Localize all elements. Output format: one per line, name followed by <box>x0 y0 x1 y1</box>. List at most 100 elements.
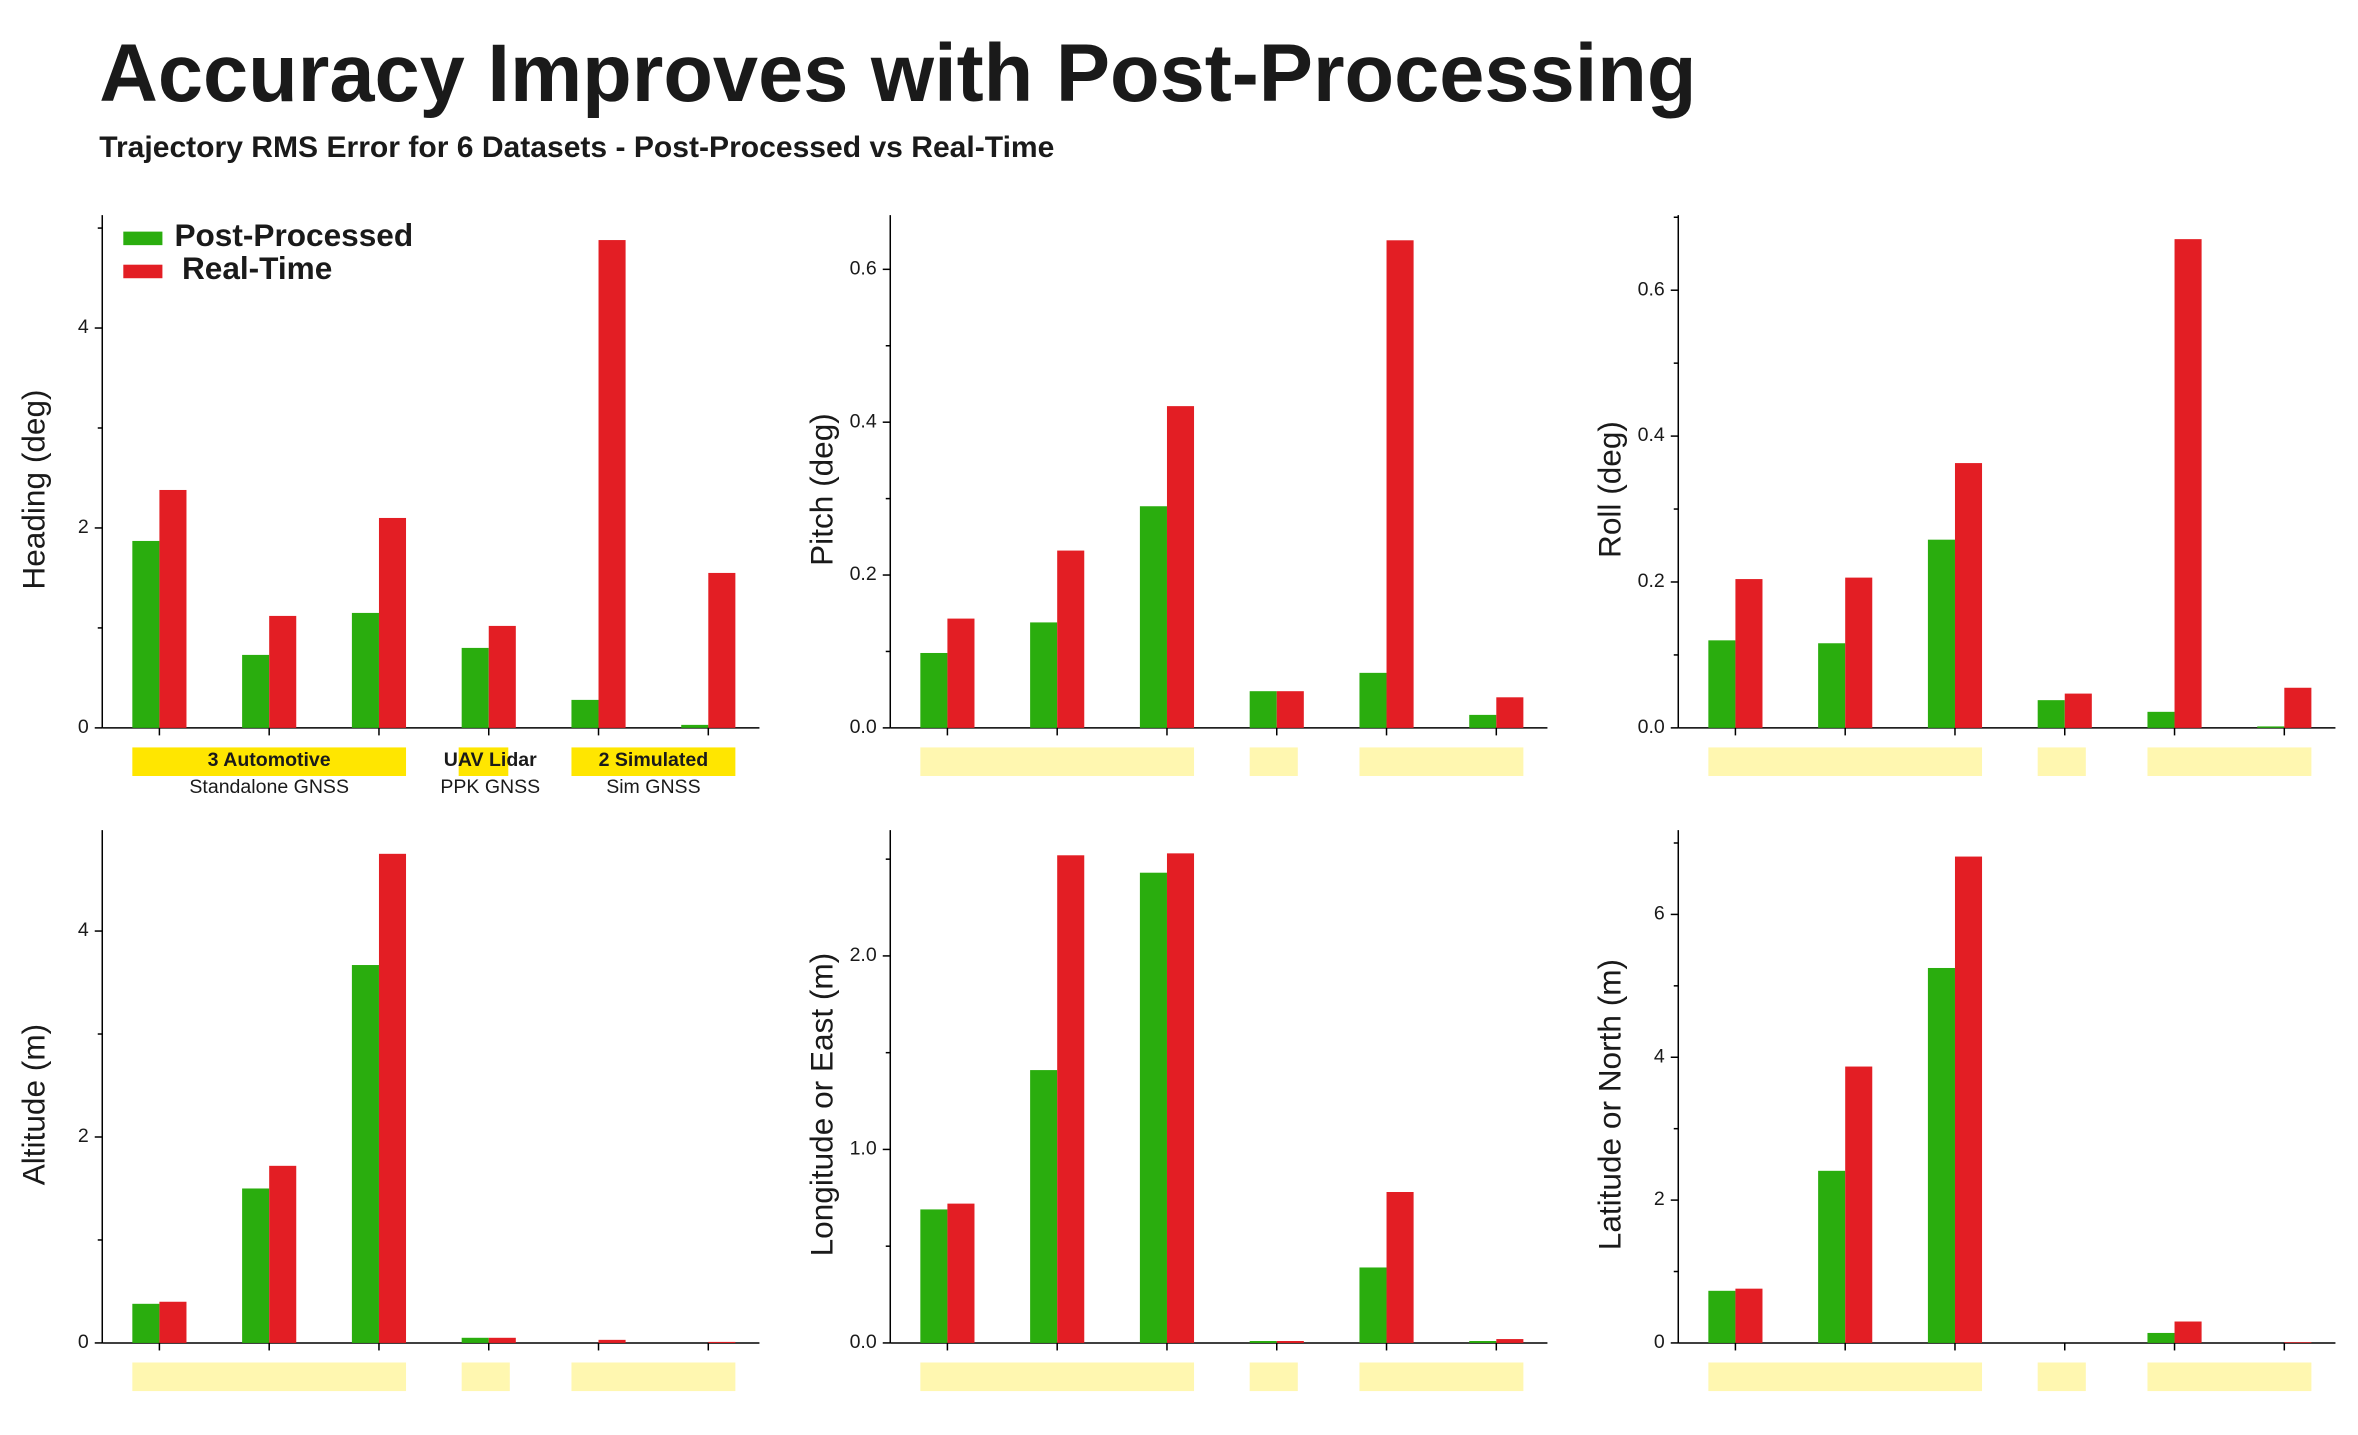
bar <box>1359 672 1387 728</box>
bar <box>488 625 516 728</box>
legend-swatch <box>123 264 163 279</box>
bar <box>2174 239 2202 728</box>
bar <box>571 699 599 728</box>
legend-swatch <box>123 231 163 246</box>
bar <box>1927 967 1955 1343</box>
chart-title: Accuracy Improves with Post-Processing <box>99 28 1696 119</box>
group-highlight <box>2037 1362 2086 1392</box>
y-tick-label: 0.0 <box>1638 716 1665 738</box>
group-highlight <box>132 1362 407 1392</box>
bar <box>708 1341 736 1343</box>
y-tick-label: 0 <box>78 716 89 738</box>
bar <box>1818 643 1846 728</box>
bar <box>1386 240 1414 728</box>
bar <box>1496 1339 1524 1343</box>
group-highlight <box>1249 747 1298 776</box>
group-highlight <box>920 1362 1195 1392</box>
bar <box>1708 640 1736 728</box>
y-tick-label: 1.0 <box>850 1138 877 1160</box>
group-sublabel: Sim GNSS <box>606 776 700 798</box>
bar <box>488 1337 516 1343</box>
y-tick-label: 2 <box>78 516 89 538</box>
legend-label: Real-Time <box>182 250 332 286</box>
bar <box>1057 855 1085 1343</box>
bar <box>1249 1341 1277 1343</box>
group-highlight <box>461 1362 510 1392</box>
y-tick-label: 0 <box>78 1331 89 1353</box>
group-highlight <box>458 747 509 776</box>
group-highlight <box>1708 1362 1983 1392</box>
y-axis-label: Latitude or North (m) <box>1591 959 1627 1250</box>
bar <box>920 1209 948 1343</box>
group-highlight <box>920 747 1195 776</box>
bar <box>1818 1170 1846 1343</box>
y-tick-label: 4 <box>78 316 89 338</box>
y-tick-label: 0.6 <box>1638 278 1665 300</box>
group-highlight <box>1359 747 1524 776</box>
bar <box>378 853 407 1343</box>
bar <box>947 618 975 728</box>
bar <box>947 1203 975 1343</box>
bar <box>461 1337 489 1343</box>
y-tick-label: 4 <box>78 919 89 941</box>
y-axis-label: Longitude or East (m) <box>803 953 839 1257</box>
chart-subtitle: Trajectory RMS Error for 6 Datasets - Po… <box>99 131 1054 164</box>
y-axis-label: Heading (deg) <box>15 389 51 589</box>
bar <box>2147 711 2175 728</box>
y-tick-label: 2 <box>78 1125 89 1147</box>
bar <box>1276 1341 1304 1343</box>
bar <box>1927 539 1955 728</box>
bar <box>1030 622 1058 728</box>
bar <box>2284 687 2312 728</box>
bar <box>461 647 489 728</box>
y-tick-label: 0.0 <box>850 716 877 738</box>
y-tick-label: 0.2 <box>1638 570 1665 592</box>
bar <box>1735 579 1763 728</box>
bar <box>598 240 626 728</box>
bar <box>1469 714 1497 728</box>
bar <box>269 1165 297 1343</box>
group-highlight <box>2147 747 2312 776</box>
y-tick-label: 0.0 <box>850 1331 877 1353</box>
bar <box>2064 693 2092 728</box>
bar <box>920 652 948 728</box>
y-axis-label: Roll (deg) <box>1591 421 1627 558</box>
bar <box>1735 1288 1763 1343</box>
y-tick-label: 2 <box>1654 1188 1665 1210</box>
bar <box>242 1188 270 1343</box>
y-axis-label: Altitude (m) <box>15 1024 51 1185</box>
bar <box>708 572 736 728</box>
bar <box>1030 1070 1058 1343</box>
bar <box>132 540 160 728</box>
y-tick-label: 0.4 <box>1638 424 1665 446</box>
group-highlight <box>571 747 736 776</box>
group-highlight <box>132 747 407 776</box>
bar <box>681 724 709 728</box>
group-label: UAV Lidar <box>444 749 537 771</box>
group-label: 2 Simulated <box>599 749 709 771</box>
bar <box>351 612 379 728</box>
bar <box>1496 697 1524 728</box>
bar <box>159 489 187 728</box>
y-tick-label: 0.6 <box>850 257 877 279</box>
y-tick-label: 0 <box>1654 1331 1665 1353</box>
group-highlight <box>2147 1362 2312 1392</box>
bar <box>2037 700 2065 728</box>
y-tick-label: 2.0 <box>850 944 877 966</box>
group-highlight <box>2037 747 2086 776</box>
bar <box>1249 691 1277 728</box>
bar <box>351 965 379 1343</box>
bar <box>1845 577 1873 728</box>
bar <box>1954 856 1983 1343</box>
bar <box>378 517 407 728</box>
legend-label: Post-Processed <box>174 217 413 253</box>
bar <box>1139 506 1167 728</box>
bar <box>1139 872 1167 1343</box>
bar <box>1954 463 1983 728</box>
bar <box>242 654 270 728</box>
bar <box>598 1339 626 1343</box>
group-highlight <box>1359 1362 1524 1392</box>
group-sublabel: Standalone GNSS <box>189 776 349 798</box>
y-tick-label: 6 <box>1654 903 1665 925</box>
